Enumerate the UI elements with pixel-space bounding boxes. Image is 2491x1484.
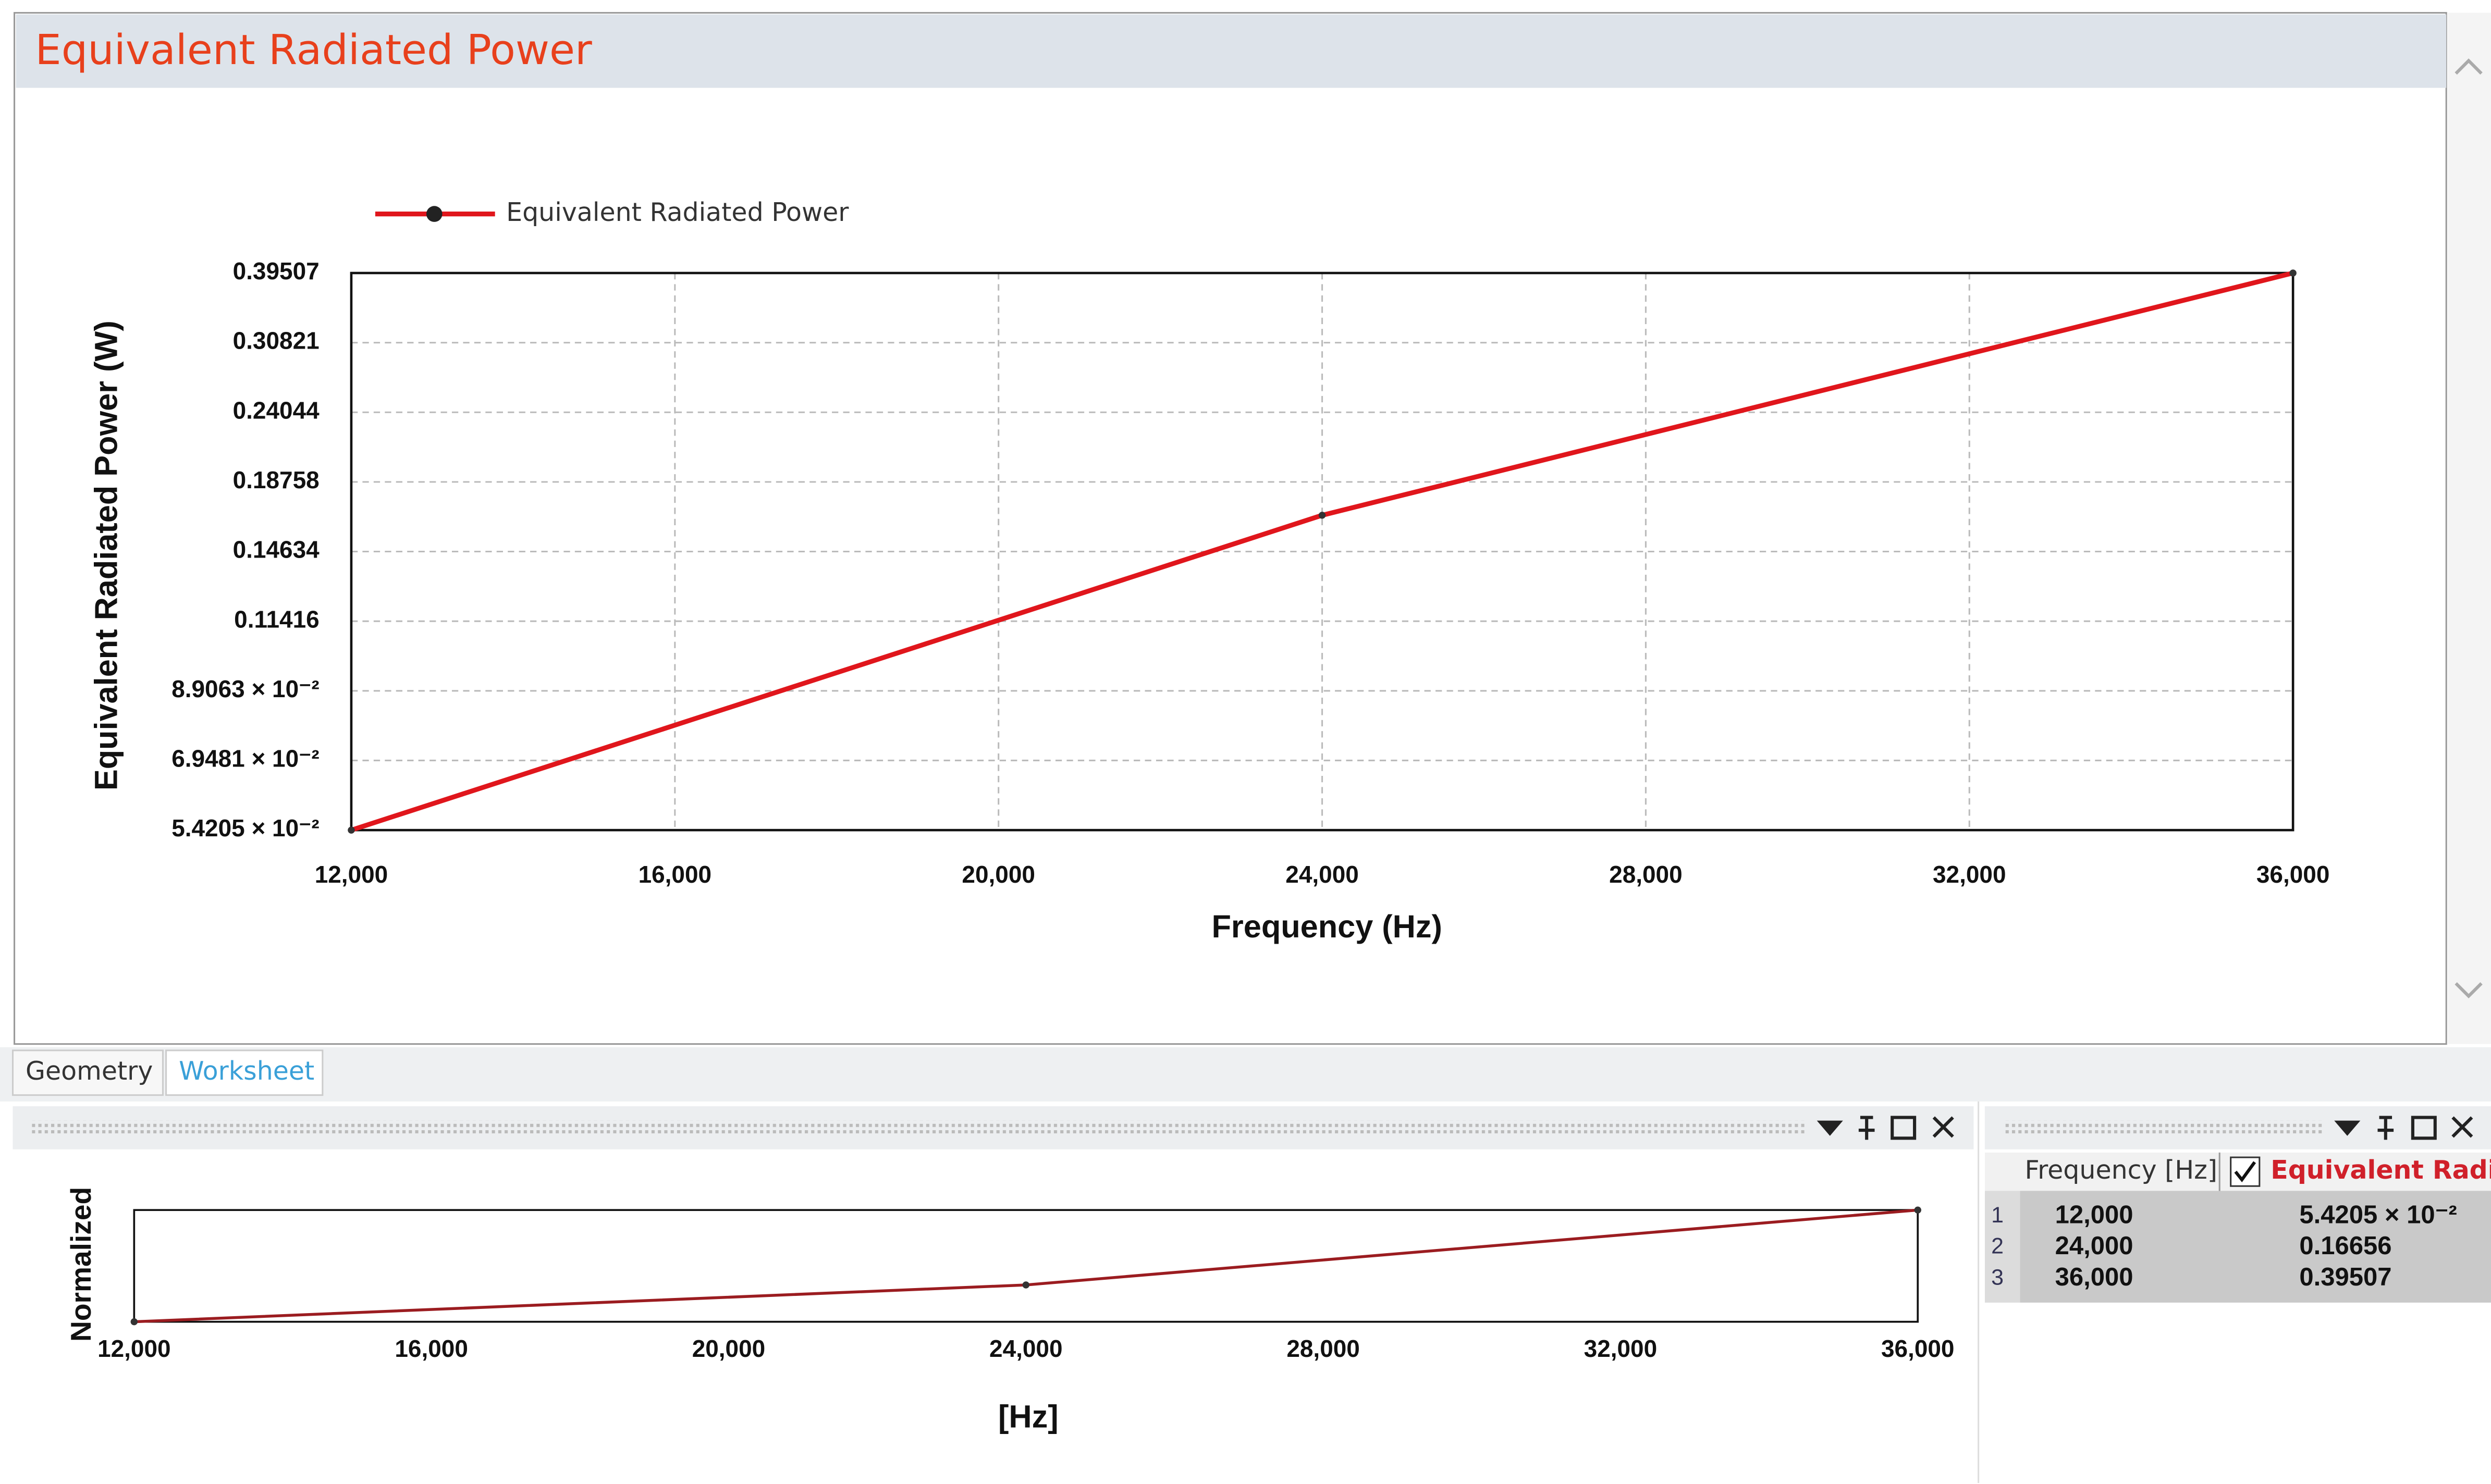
x-tick-label: 36,000 xyxy=(2256,861,2330,888)
grip xyxy=(2004,1120,2324,1134)
row-numbers xyxy=(1984,1191,2020,1303)
x-tick-label: 24,000 xyxy=(989,1335,1063,1362)
table-cell: 3 xyxy=(1991,1265,2004,1290)
table-body xyxy=(2020,1191,2491,1303)
y-tick-label: 0.39507 xyxy=(233,257,320,285)
x-tick-label: 12,000 xyxy=(315,861,388,888)
table-cell: 5.4205 × 10⁻² xyxy=(2299,1201,2457,1229)
scrollbar[interactable] xyxy=(2448,13,2491,1044)
pane-buttons[interactable] xyxy=(1817,1116,2473,1140)
y-tick-label: 0.11416 xyxy=(234,605,320,633)
y-axis-label: Equivalent Radiated Power (W) xyxy=(89,320,124,790)
tab[interactable] xyxy=(165,1049,324,1096)
series-line xyxy=(134,1208,1918,1324)
legend-marker xyxy=(426,206,443,222)
y-tick-label: 0.24044 xyxy=(233,397,320,424)
table-cell: 2 xyxy=(1991,1234,2004,1259)
grip xyxy=(32,1120,1805,1134)
x-tick-label: 20,000 xyxy=(962,861,1035,888)
tab-strip xyxy=(0,1047,2491,1102)
checkmark xyxy=(2234,1161,2256,1183)
table-cell: 1 xyxy=(1991,1203,2004,1228)
tab[interactable] xyxy=(11,1049,164,1096)
table-cell: 0.16656 xyxy=(2299,1232,2391,1260)
y-tick-label: 0.18758 xyxy=(233,466,320,493)
y-tick-label: 8.9063 × 10⁻² xyxy=(171,675,320,702)
table-rows: 1 12,000 5.4205 × 10⁻² 2 24,000 0.16656 3 36,00… xyxy=(1991,1201,2457,1291)
y-tick-label: 5.4205 × 10⁻² xyxy=(171,814,320,842)
y-tick-label: 0.30821 xyxy=(233,327,320,354)
scroll-arrows[interactable] xyxy=(2455,58,2483,999)
data-point xyxy=(2289,269,2297,277)
checkbox[interactable] xyxy=(2230,1156,2261,1187)
data-point xyxy=(348,826,355,834)
table-cell: 12,000 xyxy=(2055,1201,2133,1229)
x-tick-label: 24,000 xyxy=(1285,861,1359,888)
table: Frequency [Hz] Equivalent Radiat xyxy=(1984,1152,2491,1303)
table-cell: 36,000 xyxy=(2055,1263,2133,1291)
tab-label[interactable]: Worksheet xyxy=(179,1056,314,1086)
x-axis-label: [Hz] xyxy=(998,1399,1059,1434)
table-header-cell[interactable]: Equivalent Radiat xyxy=(2271,1155,2491,1185)
x-tick-label: 28,000 xyxy=(1286,1335,1360,1362)
y-axis-label: Normalized xyxy=(65,1187,97,1342)
table-cell: 0.39507 xyxy=(2299,1263,2391,1291)
x-tick-label: 12,000 xyxy=(97,1335,171,1362)
y-tick-label: 6.9481 × 10⁻² xyxy=(171,745,320,772)
tab-label[interactable]: Geometry xyxy=(26,1056,153,1086)
data-point xyxy=(1318,512,1326,519)
panel-title: Equivalent Radiated Power xyxy=(35,26,592,74)
plot-frame xyxy=(133,1209,1919,1323)
x-tick-label: 16,000 xyxy=(639,861,712,888)
y-tick-label: 0.14634 xyxy=(233,536,320,563)
table-header-cell[interactable]: Frequency [Hz] xyxy=(2024,1155,2217,1185)
x-tick-label: 32,000 xyxy=(1584,1335,1658,1362)
table-cell: 24,000 xyxy=(2055,1232,2133,1260)
plot-frame xyxy=(350,271,2294,832)
x-tick-label: 32,000 xyxy=(1933,861,2006,888)
x-tick-label: 28,000 xyxy=(1609,861,1683,888)
data-point xyxy=(1022,1281,1030,1289)
chart-panel xyxy=(14,12,2447,1045)
data-point xyxy=(1914,1206,1921,1214)
legend-label: Equivalent Radiated Power xyxy=(506,197,849,227)
x-tick-label: 16,000 xyxy=(395,1335,468,1362)
x-tick-label: 20,000 xyxy=(692,1335,766,1362)
x-tick-label: 36,000 xyxy=(1881,1335,1955,1362)
x-axis-label: Frequency (Hz) xyxy=(1212,909,1442,944)
data-point xyxy=(130,1318,138,1326)
panel-header xyxy=(16,14,2447,88)
